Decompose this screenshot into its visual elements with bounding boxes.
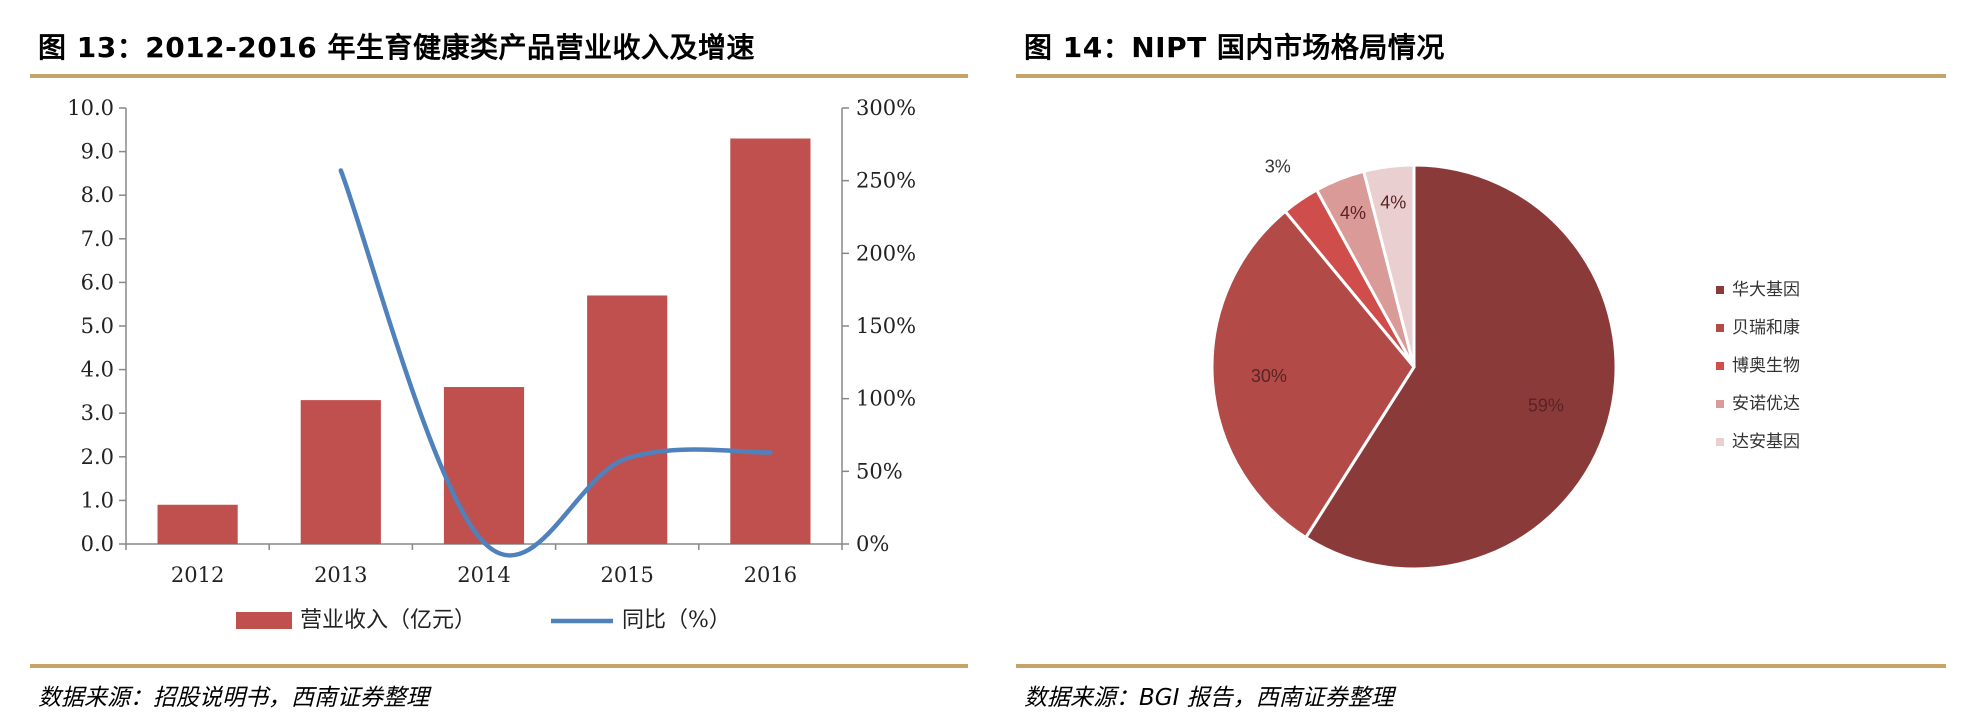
growth-rate-line: [338, 168, 773, 558]
figure-13-title: 图 13：2012-2016 年生育健康类产品营业收入及增速: [38, 31, 755, 64]
figure-13-panel: 图 13：2012-2016 年生育健康类产品营业收入及增速 0.0 1.0 2.0…: [30, 0, 968, 719]
x-tick-label: 2014: [457, 563, 510, 587]
figure-14-title: 图 14：NIPT 国内市场格局情况: [1024, 31, 1445, 64]
pie-slice-label: 3%: [1265, 157, 1291, 177]
right-y-tick-label: 150%: [856, 314, 916, 338]
legend-label: 贝瑞和康: [1732, 318, 1800, 338]
figure-13-top-rule: [30, 74, 968, 78]
pie-slice-label: 30%: [1251, 366, 1287, 386]
legend-swatch-达安基因: [1716, 438, 1724, 446]
pie-slice-label: 4%: [1380, 193, 1406, 213]
legend-swatch-贝瑞和康: [1716, 324, 1724, 332]
figure-14-source: 数据来源：BGI 报告，西南证券整理: [1024, 685, 1394, 711]
revenue-growth-chart: 0.0 1.0 2.0 3.0 4.0 5.0 6.0 7.0 8.0 9.0 10.0 0% 50% 1…: [67, 96, 916, 633]
x-tick-label: 2013: [314, 563, 367, 587]
legend-label: 华大基因: [1732, 280, 1800, 300]
left-y-tick-label: 2.0: [81, 445, 114, 469]
right-y-tick-label: 50%: [856, 459, 903, 483]
pie-slice-label: 59%: [1528, 395, 1564, 415]
pie-slice-华大基因: [1303, 163, 1618, 571]
right-y-tick-label: 100%: [856, 387, 916, 411]
figure-14-top-rule: [1016, 74, 1946, 78]
revenue-bar-2016: [730, 138, 811, 544]
right-y-tick-label: 300%: [856, 96, 916, 120]
legend-swatch-安诺优达: [1716, 400, 1724, 408]
left-y-tick-label: 5.0: [81, 314, 114, 338]
right-y-tick-label: 0%: [856, 532, 889, 556]
left-y-tick-label: 3.0: [81, 401, 114, 425]
legend-label: 安诺优达: [1732, 394, 1800, 414]
left-y-tick-label: 9.0: [81, 140, 114, 164]
left-y-tick-label: 8.0: [81, 183, 114, 207]
left-y-tick-label: 6.0: [81, 270, 114, 294]
left-y-tick-label: 10.0: [67, 96, 114, 120]
revenue-bar-2012: [157, 504, 238, 544]
legend-label: 达安基因: [1732, 432, 1800, 452]
x-tick-label: 2016: [744, 563, 797, 587]
legend-label: 博奥生物: [1732, 356, 1800, 376]
revenue-bar-2013: [300, 400, 381, 544]
revenue-bar-2014: [443, 387, 525, 544]
right-y-tick-label: 200%: [856, 241, 916, 265]
left-y-tick-label: 0.0: [81, 532, 114, 556]
figure-13-bottom-rule: [30, 664, 968, 668]
figure-13-source: 数据来源：招股说明书，西南证券整理: [38, 685, 429, 711]
legend-bar-swatch: [236, 612, 292, 629]
pie-slice-贝瑞和康: [1210, 209, 1416, 540]
pie-slice-达安基因: [1361, 163, 1416, 368]
left-y-tick-label: 7.0: [81, 227, 114, 251]
revenue-bar-2015: [587, 295, 668, 544]
legend-swatch-华大基因: [1716, 286, 1724, 294]
left-y-tick-label: 1.0: [81, 488, 114, 512]
legend-bar-label: 营业收入（亿元）: [300, 608, 476, 633]
pie-slice-label: 4%: [1340, 203, 1366, 223]
legend-swatch-博奥生物: [1716, 362, 1724, 370]
figure-14-bottom-rule: [1016, 664, 1946, 668]
right-y-tick-label: 250%: [856, 169, 916, 193]
figure-14-panel: 图 14：NIPT 国内市场格局情况 59% 30% 3% 4% 4% 华大基因贝瑞和康博…: [1016, 0, 1946, 719]
legend-line-label: 同比（%）: [622, 608, 731, 633]
x-tick-label: 2012: [171, 563, 224, 587]
x-tick-label: 2015: [600, 563, 653, 587]
left-y-tick-label: 4.0: [81, 358, 114, 382]
